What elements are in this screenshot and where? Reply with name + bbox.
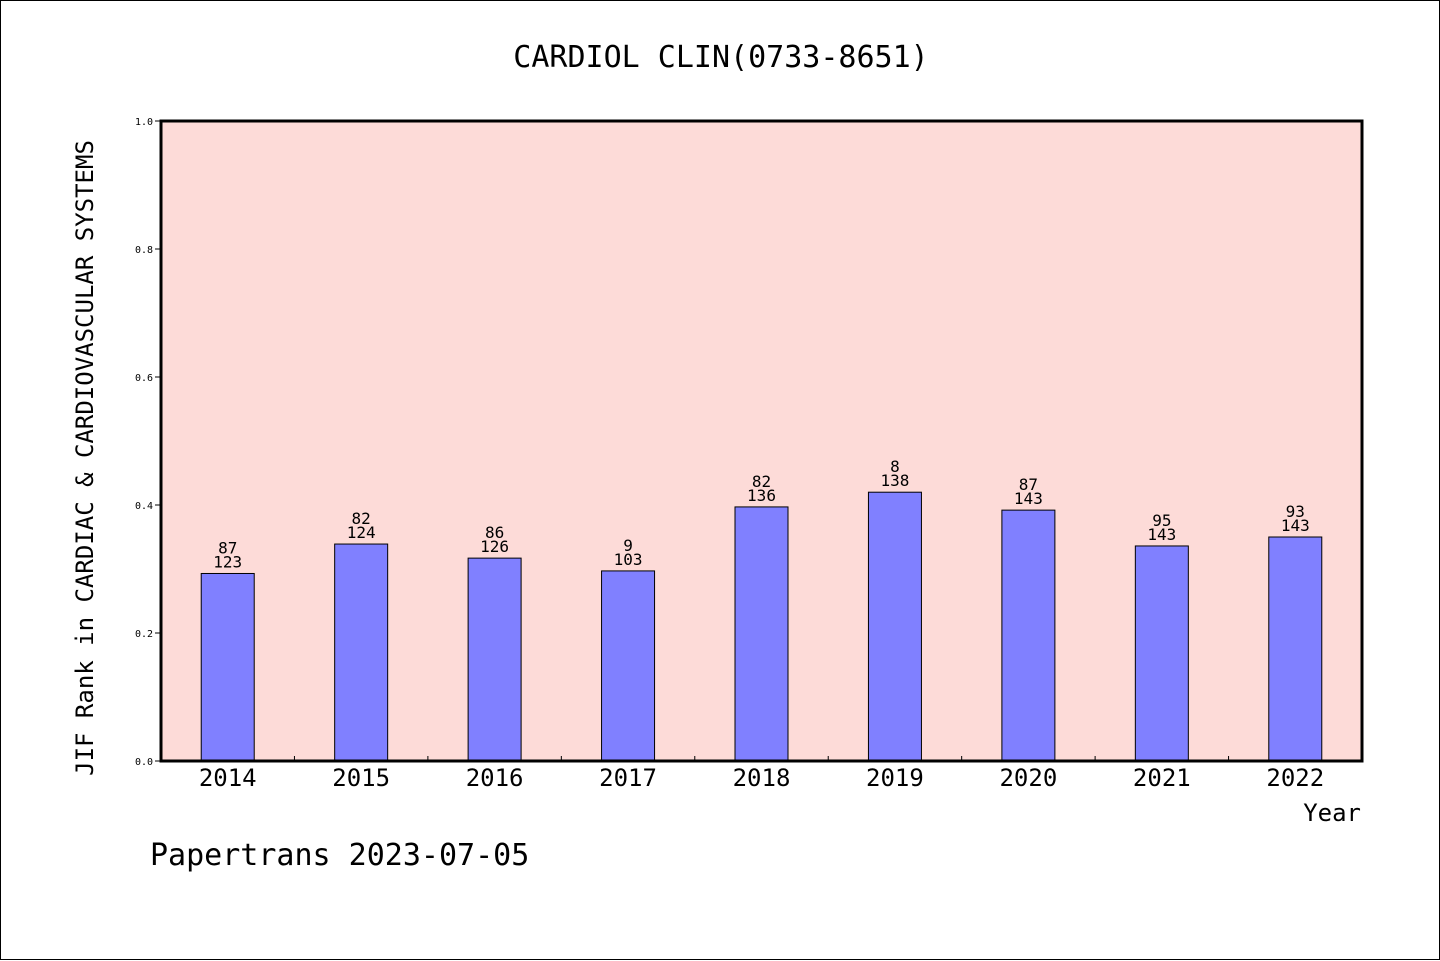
y-axis: 0.0 0.2 0.4 0.6 0.8 1.0 (135, 117, 161, 768)
bar-2016 (467, 557, 522, 762)
bar-total-label: 124 (347, 523, 376, 542)
bar-rank-label: 9 (623, 536, 633, 555)
bar-rank-label: 86 (485, 523, 504, 542)
bar-total-label: 123 (213, 552, 242, 571)
bar-total-label: 103 (614, 550, 643, 569)
x-tick-label: 2019 (866, 764, 924, 792)
bar-2017 (601, 570, 656, 762)
plot-border (159, 119, 1364, 763)
x-tick-label: 2014 (199, 764, 257, 792)
y-tick-label: 0.2 (135, 629, 153, 640)
x-axis: 2014 2015 2016 2017 2018 2019 2020 2021 2022 (199, 756, 1324, 792)
bar-total-label: 138 (880, 471, 909, 490)
bar-rank-label: 8 (890, 457, 900, 476)
x-tick-label: 2021 (1133, 764, 1191, 792)
x-tick-label: 2020 (999, 764, 1057, 792)
bar-total-label: 143 (1147, 525, 1176, 544)
bar-total-label: 143 (1281, 516, 1310, 535)
footer-credit: Papertrans 2023-07-05 (150, 838, 529, 873)
x-axis-label: Year (1303, 799, 1361, 827)
bar-rank-label: 93 (1286, 502, 1305, 521)
bar-rank-label: 95 (1152, 511, 1171, 530)
y-tick-label: 0.6 (135, 373, 153, 384)
bar-2019 (867, 491, 922, 762)
y-tick-label: 0.4 (135, 501, 153, 512)
bar-rank-label: 82 (352, 509, 371, 528)
x-tick-label: 2018 (733, 764, 791, 792)
y-tick-label: 1.0 (135, 117, 153, 128)
bar-2015 (334, 543, 389, 762)
bar-total-label: 126 (480, 537, 509, 556)
y-tick-label: 0.8 (135, 245, 153, 256)
x-tick-label: 2015 (332, 764, 390, 792)
x-tick-label: 2016 (466, 764, 524, 792)
bar-rank-label: 82 (752, 472, 771, 491)
bar-2022 (1268, 536, 1323, 762)
bar-rank-label: 87 (218, 538, 237, 557)
x-tick-label: 2017 (599, 764, 657, 792)
chart-title: CARDIOL CLIN(0733-8651) (513, 40, 928, 75)
x-tick-label: 2022 (1266, 764, 1324, 792)
bar-2020 (1001, 509, 1056, 762)
bar-rank-label: 87 (1019, 475, 1038, 494)
bar-2014 (200, 572, 255, 762)
bar-total-label: 136 (747, 486, 776, 505)
bar-2021 (1134, 545, 1189, 762)
y-tick-label: 0.0 (135, 757, 153, 768)
bar-total-label: 143 (1014, 489, 1043, 508)
bar-2018 (734, 506, 789, 762)
y-axis-label: JIF Rank in CARDIAC & CARDIOVASCULAR SYS… (71, 140, 99, 776)
